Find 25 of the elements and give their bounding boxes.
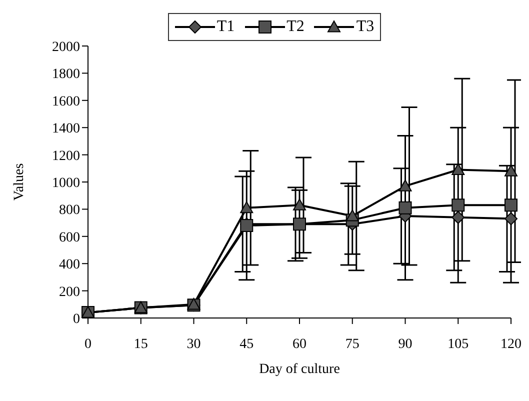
x-tick-label: 60 (292, 336, 306, 352)
y-tick-label: 1400 (52, 122, 80, 137)
legend-label: T1 (216, 18, 235, 36)
y-tick-label: 1000 (52, 176, 80, 191)
x-tick-label: 75 (345, 336, 360, 352)
legend-label: T2 (286, 18, 304, 36)
x-tick-label: 90 (398, 336, 412, 352)
x-tick-label: 0 (84, 336, 92, 352)
y-tick-label: 600 (59, 230, 80, 246)
y-tick-label: 400 (59, 258, 80, 273)
y-tick-label: 2000 (52, 40, 80, 55)
y-tick-label: 1200 (52, 148, 80, 164)
x-tick-label: 105 (448, 336, 469, 352)
y-tick-label: 200 (59, 284, 80, 300)
y-tick-label: 1600 (52, 94, 80, 110)
x-tick-label: 30 (186, 336, 201, 352)
x-tick-label: 120 (500, 336, 522, 352)
x-tick-label: 45 (240, 336, 254, 352)
y-axis-title: Values (12, 163, 27, 201)
x-axis-title: Day of culture (259, 362, 340, 377)
y-tick-label: 1800 (52, 67, 80, 82)
x-tick-label: 15 (134, 336, 148, 352)
y-tick-label: 0 (73, 312, 80, 327)
y-tick-label: 800 (59, 203, 80, 218)
legend-label: T3 (356, 18, 374, 36)
